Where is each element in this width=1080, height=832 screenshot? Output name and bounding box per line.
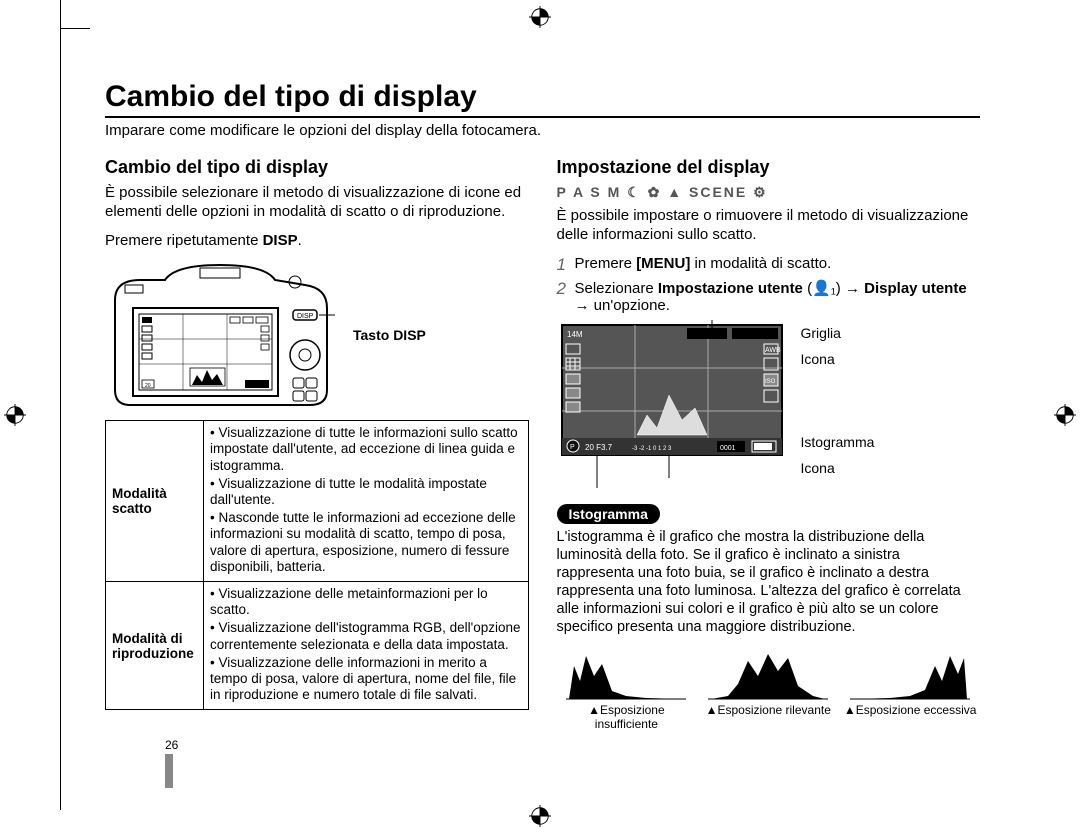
left-column: Cambio del tipo di display È possibile s… <box>105 157 529 731</box>
lcd-screenshot: 14M AWB ISO <box>557 320 787 490</box>
disp-bold: DISP <box>263 232 298 249</box>
histo-underexposed: ▲Esposizione insufficiente <box>557 646 697 731</box>
list-item: Visualizzazione dell'istogramma RGB, del… <box>210 620 522 652</box>
table-row: Modalità di riproduzione Visualizzazione… <box>106 581 529 709</box>
list-item: Visualizzazione di tutte le modalità imp… <box>210 476 522 508</box>
screen-callout-labels: Griglia Icona Istogramma Icona <box>801 320 875 482</box>
step-text: Selezionare Impostazione utente (👤₁) → D… <box>575 279 981 314</box>
text: → un'opzione. <box>575 297 670 314</box>
bold: Display utente <box>864 280 967 297</box>
intro-text: Imparare come modificare le opzioni del … <box>105 122 980 139</box>
istogramma-pill: Istogramma <box>557 504 660 524</box>
svg-text:14M: 14M <box>567 330 583 339</box>
right-heading: Impostazione del display <box>557 157 981 178</box>
camera-figure: 20 DISP <box>105 260 529 410</box>
label-istogramma: Istogramma <box>801 429 875 456</box>
triangle-icon: ▲ <box>588 703 600 717</box>
svg-text:AWB: AWB <box>765 347 781 354</box>
caption: Esposizione eccessiva <box>856 703 977 717</box>
row1-cell: Visualizzazione di tutte le informazioni… <box>204 421 529 582</box>
screen-figure: 14M AWB ISO <box>557 320 981 490</box>
step-num: 2 <box>557 279 575 314</box>
step-num: 1 <box>557 255 575 275</box>
page-frame: Cambio del tipo di display Imparare come… <box>60 10 1020 810</box>
label-griglia: Griglia <box>801 320 875 347</box>
text: Selezionare <box>575 280 658 297</box>
histo-overexposed: ▲Esposizione eccessiva <box>840 646 980 731</box>
steps-list: 1 Premere [MENU] in modalità di scatto. … <box>557 255 981 314</box>
left-heading: Cambio del tipo di display <box>105 157 529 178</box>
list-item: Visualizzazione di tutte le informazioni… <box>210 425 522 474</box>
registration-mark-right <box>1054 404 1076 426</box>
caption: Esposizione insufficiente <box>595 703 665 731</box>
histo-correct: ▲Esposizione rilevante <box>698 646 838 731</box>
page-number: 26 <box>165 738 178 788</box>
text: . <box>298 232 302 249</box>
mode-table: Modalità scatto Visualizzazione di tutte… <box>105 420 529 710</box>
svg-text:-3 -2 -1 0 1 2 3: -3 -2 -1 0 1 2 3 <box>632 446 672 452</box>
left-p1: È possibile selezionare il metodo di vis… <box>105 184 529 222</box>
right-column: Impostazione del display P A S M ☾ ✿ ▲ S… <box>557 157 981 731</box>
bold: Impostazione utente <box>658 280 803 297</box>
text: Premere <box>575 255 637 272</box>
page-title: Cambio del tipo di display <box>105 80 980 118</box>
page-number-bar <box>165 754 173 788</box>
text: Premere ripetutamente <box>105 232 263 249</box>
svg-text:P: P <box>570 444 575 451</box>
list-item: Nasconde tutte le informazioni ad eccezi… <box>210 510 522 575</box>
svg-text:20 F3.7: 20 F3.7 <box>585 443 613 452</box>
triangle-icon: ▲ <box>706 703 718 717</box>
right-p1: È possibile impostare o rimuovere il met… <box>557 207 981 245</box>
table-row: Modalità scatto Visualizzazione di tutte… <box>106 421 529 582</box>
histogram-paragraph: L'istogramma è il grafico che mostra la … <box>557 528 981 637</box>
page-number-text: 26 <box>165 738 178 752</box>
triangle-icon: ▲ <box>844 703 856 717</box>
left-p2: Premere ripetutamente DISP. <box>105 232 529 251</box>
list-item: Visualizzazione delle informazioni in me… <box>210 655 522 704</box>
text: in modalità di scatto. <box>690 255 831 272</box>
svg-text:ISO: ISO <box>765 379 776 385</box>
camera-illustration: 20 DISP <box>105 260 335 410</box>
registration-mark-left <box>4 404 26 426</box>
svg-text:0001: 0001 <box>720 445 736 452</box>
row1-head: Modalità scatto <box>106 421 204 582</box>
caption: Esposizione rilevante <box>717 703 830 717</box>
step-2: 2 Selezionare Impostazione utente (👤₁) →… <box>557 279 981 314</box>
histogram-examples: ▲Esposizione insufficiente ▲Esposizione … <box>557 646 981 731</box>
row2-head: Modalità di riproduzione <box>106 581 204 709</box>
label-icona2: Icona <box>801 455 875 482</box>
row2-cell: Visualizzazione delle metainformazioni p… <box>204 581 529 709</box>
svg-text:20: 20 <box>145 383 151 389</box>
menu-bold: [MENU] <box>636 255 690 272</box>
tasto-disp-label: Tasto DISP <box>353 327 426 343</box>
list-item: Visualizzazione delle metainformazioni p… <box>210 586 522 618</box>
step-1: 1 Premere [MENU] in modalità di scatto. <box>557 255 981 275</box>
svg-text:DISP: DISP <box>297 313 314 320</box>
mode-icons: P A S M ☾ ✿ ▲ SCENE ⚙ <box>557 184 981 201</box>
text: (👤₁) → <box>803 280 864 297</box>
label-icona: Icona <box>801 346 875 373</box>
step-text: Premere [MENU] in modalità di scatto. <box>575 255 981 275</box>
